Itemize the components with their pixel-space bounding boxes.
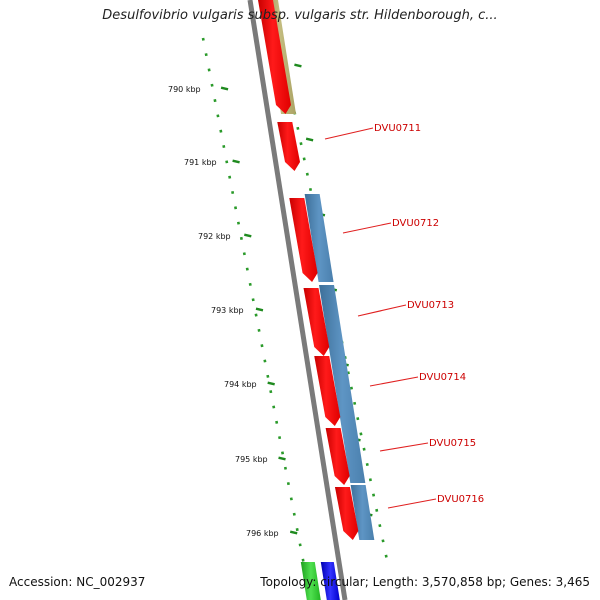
gene-label-dvu0715[interactable]: DVU0715 xyxy=(429,438,476,449)
cds-feature[interactable] xyxy=(277,122,301,171)
outer-tick xyxy=(294,63,302,68)
cds-feature[interactable] xyxy=(303,288,330,356)
ruler-line-inner xyxy=(201,37,306,566)
outer-tick xyxy=(305,137,314,142)
kbp-tick xyxy=(278,456,286,461)
cds-feature-layer xyxy=(258,0,359,600)
kbp-label-layer: 790 kbp 791 kbp 792 kbp 793 kbp 794 kbp 795 k… xyxy=(168,85,279,538)
topology-value: circular; xyxy=(320,575,369,589)
kbp-label: 795 kbp xyxy=(235,455,268,464)
accession-info: Accession: NC_002937 xyxy=(9,575,145,589)
gene-label-dvu0713[interactable]: DVU0713 xyxy=(407,300,454,311)
gene-band[interactable] xyxy=(319,285,366,485)
gene-leader-line xyxy=(324,127,374,140)
accession-value: NC_002937 xyxy=(76,575,146,589)
gene-label-dvu0714[interactable]: DVU0714 xyxy=(419,372,466,383)
gene-band[interactable] xyxy=(350,483,375,540)
kbp-tick xyxy=(255,307,264,312)
cds-feature[interactable] xyxy=(300,562,321,600)
accession-label: Accession: xyxy=(9,575,73,589)
kbp-label: 796 kbp xyxy=(246,529,279,538)
gene-label-layer: DVU0711 DVU0712 DVU0713 DVU0714 DVU0715 DVU07… xyxy=(324,123,484,509)
genes-value: 3,465 xyxy=(555,575,590,589)
gene-leader-line xyxy=(387,498,437,509)
kbp-label: 791 kbp xyxy=(184,158,217,167)
cds-feature[interactable] xyxy=(258,0,292,114)
genome-stats: Topology: circular; Length: 3,570,858 bp… xyxy=(260,575,590,589)
cds-feature[interactable] xyxy=(320,562,340,600)
genome-title: Desulfovibrio vulgaris subsp. vulgaris s… xyxy=(102,8,498,23)
cds-feature[interactable] xyxy=(289,198,318,282)
kbp-tick xyxy=(220,86,229,91)
topology-label: Topology: xyxy=(260,575,317,589)
kbp-label: 794 kbp xyxy=(224,380,257,389)
cds-feature[interactable] xyxy=(314,356,341,426)
kbp-tick xyxy=(244,233,252,238)
kbp-label: 790 kbp xyxy=(168,85,201,94)
kbp-tick xyxy=(232,159,240,164)
cds-feature[interactable] xyxy=(334,487,359,540)
length-value: 3,570,858 bp; xyxy=(421,575,507,589)
genes-label: Genes: xyxy=(509,575,552,589)
gene-band[interactable] xyxy=(304,194,334,282)
gene-label-dvu0712[interactable]: DVU0712 xyxy=(392,218,439,229)
kbp-label: 792 kbp xyxy=(198,232,231,241)
gene-leader-line xyxy=(357,304,407,317)
gene-leader-line xyxy=(369,376,419,387)
gene-leader-line xyxy=(379,442,429,452)
genome-backbone xyxy=(247,0,348,600)
length-label: Length: xyxy=(372,575,419,589)
cds-feature[interactable] xyxy=(325,428,350,485)
gene-label-dvu0716[interactable]: DVU0716 xyxy=(437,494,484,505)
kbp-tick xyxy=(267,381,275,386)
kbp-tick xyxy=(289,530,298,535)
kbp-label: 793 kbp xyxy=(211,306,244,315)
ruler-ticks xyxy=(220,86,298,535)
gene-leader-line xyxy=(342,222,392,234)
gene-label-dvu0711[interactable]: DVU0711 xyxy=(374,123,421,134)
